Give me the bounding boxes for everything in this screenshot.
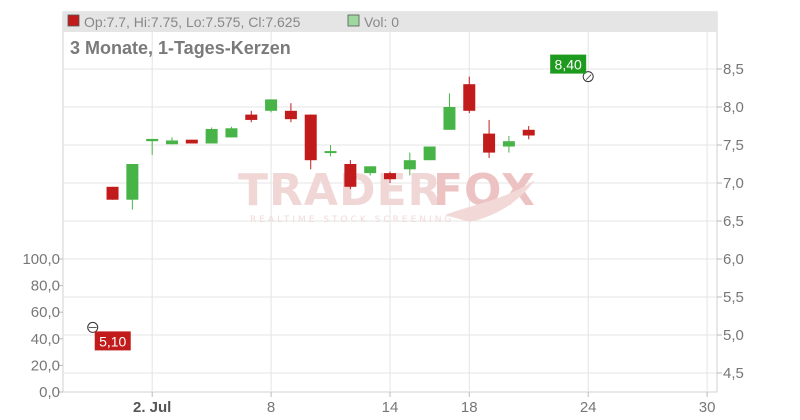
candle xyxy=(403,152,416,176)
candle-body xyxy=(284,110,297,120)
price-tick-label: 6,0 xyxy=(723,251,744,268)
time-tick-label: 30 xyxy=(699,399,716,416)
green-square-icon xyxy=(347,14,360,27)
low-marker-label: 5,10 xyxy=(99,333,126,349)
fox-logo-icon xyxy=(445,180,535,222)
candle-body xyxy=(344,164,357,187)
candle-body xyxy=(304,114,317,161)
candle-body xyxy=(364,166,377,174)
watermark: TRADER FOX REALTIME STOCK SCREENING xyxy=(238,165,535,225)
candle-body xyxy=(146,138,159,142)
price-tick-label: 5,0 xyxy=(723,327,744,344)
price-tick-label: 6,5 xyxy=(723,213,744,230)
candle-body xyxy=(522,129,535,136)
candle xyxy=(225,126,238,138)
high-marker-stroke xyxy=(585,74,592,80)
time-tick-label: 18 xyxy=(461,399,478,416)
candle xyxy=(185,139,198,144)
candle-body xyxy=(185,139,198,144)
candle xyxy=(166,137,178,145)
candle-body xyxy=(265,99,278,111)
legend-ohlc: Op:7.7, Hi:7.75, Lo:7.575, Cl:7.625 xyxy=(84,14,301,30)
candle-body xyxy=(225,128,238,138)
price-tick-label: 4,5 xyxy=(723,365,744,382)
candle xyxy=(205,127,218,144)
volume-tick-label: 0,0 xyxy=(39,384,60,401)
time-tick-label: 14 xyxy=(382,399,399,416)
candle xyxy=(423,146,436,161)
price-tick-label: 5,5 xyxy=(723,289,744,306)
candle-body xyxy=(384,173,396,180)
candle-body xyxy=(324,151,337,154)
price-tick-label: 7,5 xyxy=(723,137,744,154)
candle xyxy=(364,166,377,176)
red-square-icon xyxy=(67,14,80,27)
volume-tick-label: 100,0 xyxy=(22,251,60,268)
axis-ticks: 4,5 5,0 5,5 6,0 6,5 7,0 7,5 8,0 8,5 0,0 20,0 40,0 60… xyxy=(22,61,743,416)
candle xyxy=(106,186,119,200)
price-markers: 8,40 5,10 xyxy=(87,54,594,351)
candle-body xyxy=(463,84,476,111)
time-tick-label: 8 xyxy=(267,399,275,416)
high-marker-flag xyxy=(550,54,587,74)
candle xyxy=(384,171,396,183)
candle xyxy=(304,114,317,170)
volume-tick-label: 20,0 xyxy=(31,357,60,374)
candle xyxy=(126,164,139,210)
volume-tick-label: 80,0 xyxy=(31,278,60,295)
low-marker-flag xyxy=(94,331,131,351)
candle-body xyxy=(166,140,178,145)
watermark-subtext: REALTIME STOCK SCREENING xyxy=(250,215,454,225)
candle-body xyxy=(245,114,258,120)
candle xyxy=(146,138,159,155)
grid-lines xyxy=(63,32,717,392)
candle-body xyxy=(443,107,456,130)
candle xyxy=(443,93,456,130)
price-tick-label: 8,0 xyxy=(723,99,744,116)
candle xyxy=(265,99,278,113)
high-marker-label: 8,40 xyxy=(555,57,582,73)
chart-subtitle: 3 Monate, 1-Tages-Kerzen xyxy=(70,38,291,58)
candle xyxy=(324,145,337,157)
price-tick-label: 8,5 xyxy=(723,61,744,78)
legend-bar xyxy=(63,12,717,32)
candle-body xyxy=(403,160,416,170)
candle xyxy=(522,126,535,140)
time-tick-label: 2. Jul xyxy=(133,399,171,416)
volume-tick-label: 60,0 xyxy=(31,304,60,321)
candle-body xyxy=(502,141,515,147)
candles xyxy=(106,76,535,210)
price-tick-label: 7,0 xyxy=(723,175,744,192)
candle-body xyxy=(106,186,119,200)
candle-body xyxy=(483,133,496,153)
legend-volume: Vol: 0 xyxy=(364,14,399,30)
candle xyxy=(245,110,258,123)
watermark-text-trader: TRADER xyxy=(238,165,442,216)
volume-tick-label: 40,0 xyxy=(31,331,60,348)
candle-body xyxy=(126,164,139,200)
high-marker-circle xyxy=(582,71,594,83)
candle-body xyxy=(205,129,218,144)
candle-body xyxy=(423,146,436,161)
candle xyxy=(502,135,515,153)
candle xyxy=(284,103,297,123)
candle xyxy=(344,160,357,190)
time-tick-label: 24 xyxy=(580,399,597,416)
candle xyxy=(483,119,496,158)
candle xyxy=(463,76,476,114)
